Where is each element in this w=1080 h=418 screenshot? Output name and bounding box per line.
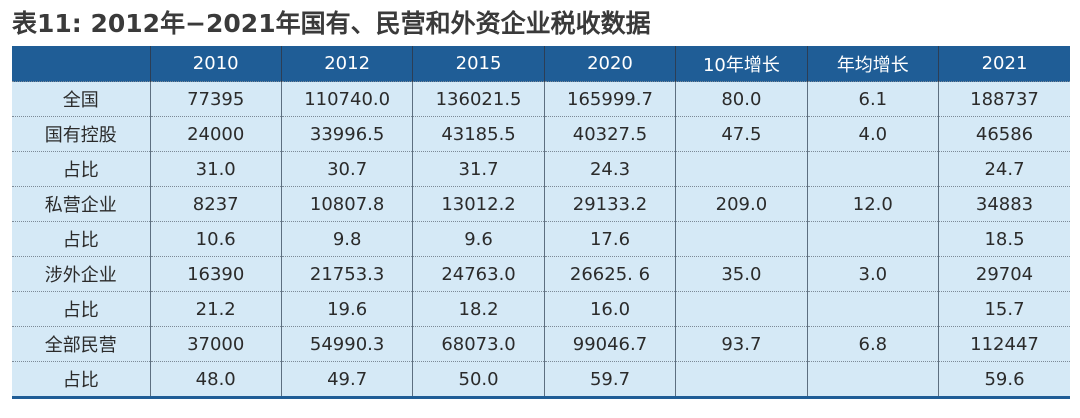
table-cell: 77395 (149, 81, 282, 117)
table-row: 全国 77395 110740.0 136021.5 165999.7 80.0 6.1 18… (12, 81, 1070, 117)
table-cell: 16390 (149, 256, 282, 292)
column-header (12, 46, 150, 82)
table-cell: 24000 (149, 116, 282, 152)
column-header: 2010 (149, 46, 282, 82)
table-cell: 17.6 (543, 221, 676, 257)
column-header: 10年增长 (675, 46, 808, 82)
table-cell (675, 221, 808, 257)
table-cell: 112447 (938, 326, 1070, 362)
table-row: 占比 31.0 30.7 31.7 24.3 24.7 (12, 151, 1070, 187)
table-cell: 21753.3 (280, 256, 413, 292)
table-cell: 33996.5 (280, 116, 413, 152)
table-cell: 24.7 (938, 151, 1070, 187)
table-title: 表11: 2012年−2021年国有、民营和外资企业税收数据 (12, 9, 651, 38)
table-cell: 24.3 (543, 151, 676, 187)
table-cell: 50.0 (412, 361, 545, 398)
row-label: 占比 (12, 221, 150, 257)
table-cell: 165999.7 (543, 81, 676, 117)
table-cell: 68073.0 (412, 326, 545, 362)
table-row: 涉外企业 16390 21753.3 24763.0 26625. 6 35.0 3.0 29… (12, 256, 1070, 292)
table-cell: 19.6 (280, 291, 413, 327)
table-cell: 188737 (938, 81, 1070, 117)
table-cell (806, 151, 939, 187)
table-row: 占比 10.6 9.8 9.6 17.6 18.5 (12, 221, 1070, 257)
table-cell: 6.1 (806, 81, 939, 117)
data-table: 2010 2012 2015 2020 10年增长 年均增长 2021 全国 77395 110… (12, 46, 1070, 399)
row-label: 占比 (12, 291, 150, 327)
row-label: 全国 (12, 81, 150, 117)
table-cell: 93.7 (675, 326, 808, 362)
table-row: 国有控股 24000 33996.5 43185.5 40327.5 47.5 4.0 465… (12, 116, 1070, 152)
table-cell: 15.7 (938, 291, 1070, 327)
row-label: 涉外企业 (12, 256, 150, 292)
table-cell: 136021.5 (412, 81, 545, 117)
table-row: 私营企业 8237 10807.8 13012.2 29133.2 209.0 12.0 34… (12, 186, 1070, 222)
table-cell: 10.6 (149, 221, 282, 257)
table-cell: 59.6 (938, 361, 1070, 398)
table-cell: 3.0 (806, 256, 939, 292)
table-cell: 31.7 (412, 151, 545, 187)
header-row: 2010 2012 2015 2020 10年增长 年均增长 2021 (12, 46, 1070, 82)
table-cell: 40327.5 (543, 116, 676, 152)
table-cell (675, 361, 808, 398)
table-body: 全国 77395 110740.0 136021.5 165999.7 80.0 6.1 18… (12, 81, 1070, 398)
row-label: 占比 (12, 361, 150, 398)
column-header: 年均增长 (806, 46, 939, 82)
table-cell: 43185.5 (412, 116, 545, 152)
table-cell: 18.2 (412, 291, 545, 327)
table-cell: 8237 (149, 186, 282, 222)
table-cell: 34883 (938, 186, 1070, 222)
table-cell: 26625. 6 (543, 256, 676, 292)
table-cell: 46586 (938, 116, 1070, 152)
table-row: 占比 48.0 49.7 50.0 59.7 59.6 (12, 361, 1070, 398)
table-cell: 37000 (149, 326, 282, 362)
table-cell: 21.2 (149, 291, 282, 327)
column-header: 2012 (280, 46, 413, 82)
row-label: 占比 (12, 151, 150, 187)
table-cell: 49.7 (280, 361, 413, 398)
table-cell: 9.6 (412, 221, 545, 257)
table-cell: 54990.3 (280, 326, 413, 362)
table-row: 全部民营 37000 54990.3 68073.0 99046.7 93.7 6.8 112… (12, 326, 1070, 362)
column-header: 2015 (412, 46, 545, 82)
table-cell: 110740.0 (280, 81, 413, 117)
table-cell: 13012.2 (412, 186, 545, 222)
table-cell: 29704 (938, 256, 1070, 292)
table-cell (806, 291, 939, 327)
table-cell: 99046.7 (543, 326, 676, 362)
column-header: 2021 (938, 46, 1070, 82)
table-cell: 12.0 (806, 186, 939, 222)
table-cell: 31.0 (149, 151, 282, 187)
table-cell: 35.0 (675, 256, 808, 292)
table-cell (806, 361, 939, 398)
table-cell: 47.5 (675, 116, 808, 152)
table-cell: 209.0 (675, 186, 808, 222)
row-label: 全部民营 (12, 326, 150, 362)
column-header: 2020 (543, 46, 676, 82)
table-cell: 4.0 (806, 116, 939, 152)
table-cell: 9.8 (280, 221, 413, 257)
table-cell: 6.8 (806, 326, 939, 362)
table-cell: 59.7 (543, 361, 676, 398)
table-cell (675, 291, 808, 327)
table-cell: 18.5 (938, 221, 1070, 257)
table-row: 占比 21.2 19.6 18.2 16.0 15.7 (12, 291, 1070, 327)
table-cell (806, 221, 939, 257)
table-cell: 10807.8 (280, 186, 413, 222)
table-cell: 48.0 (149, 361, 282, 398)
table-cell: 16.0 (543, 291, 676, 327)
table-cell: 24763.0 (412, 256, 545, 292)
table-cell: 80.0 (675, 81, 808, 117)
table-cell: 29133.2 (543, 186, 676, 222)
table-cell: 30.7 (280, 151, 413, 187)
row-label: 国有控股 (12, 116, 150, 152)
row-label: 私营企业 (12, 186, 150, 222)
table-cell (675, 151, 808, 187)
